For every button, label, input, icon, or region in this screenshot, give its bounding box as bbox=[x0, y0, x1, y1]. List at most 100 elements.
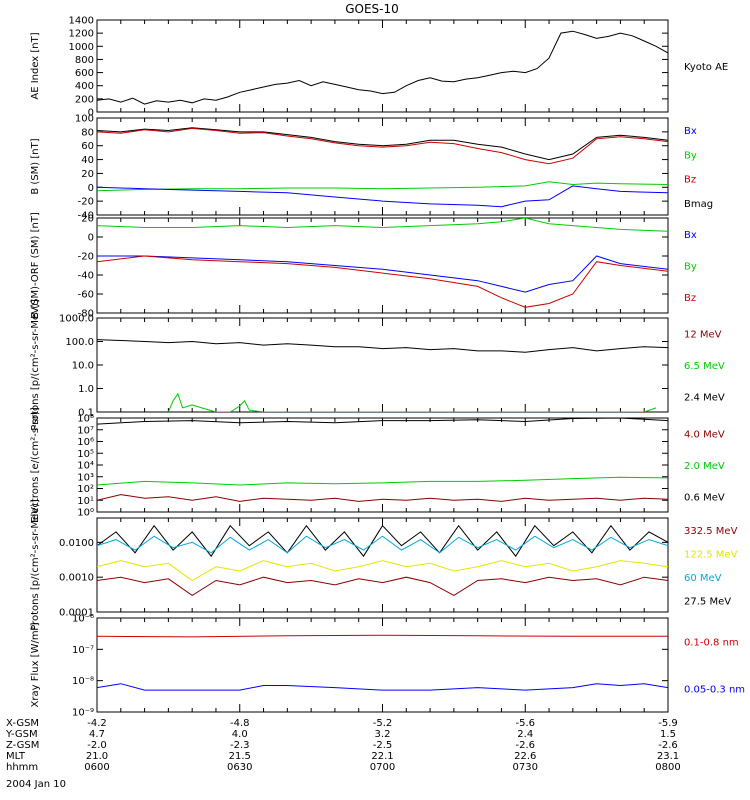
panel-frame bbox=[96, 617, 669, 713]
y-tick-label: 40 bbox=[81, 155, 94, 166]
bottom-row-value: 23.1 bbox=[657, 751, 679, 762]
bottom-row-value: -2.6 bbox=[658, 740, 678, 751]
y-tick-label: 0.0001 bbox=[59, 608, 94, 619]
legend-entry: 332.5 MeV bbox=[684, 526, 738, 537]
y-tick-label: 0 bbox=[88, 108, 94, 119]
panel-hprot: 0.0001 0.0010 0.0100 Protons [p/(cm²-s-sr-M… bbox=[30, 499, 738, 631]
y-tick-label: 400 bbox=[75, 81, 94, 92]
bottom-row-label: X-GSM bbox=[6, 718, 39, 729]
y-tick-label: 20 bbox=[81, 214, 94, 225]
y-tick-label: 0 bbox=[88, 183, 94, 194]
legend-entry: 60 MeV bbox=[684, 573, 722, 584]
panel-xray: 10⁻⁹ 10⁻⁸ 10⁻⁷ 10⁻⁶ Xray Flux [W/m²] 0.1-0.8 … bbox=[30, 614, 745, 719]
y-tick-label: 10⁻⁸ bbox=[72, 676, 94, 687]
date-label: 2004 Jan 10 bbox=[6, 779, 66, 790]
legend-entry: Bmag bbox=[684, 199, 713, 210]
y-tick-label: 10⁻⁷ bbox=[72, 645, 94, 656]
series-line-bx bbox=[97, 255, 668, 293]
y-tick-label: -80 bbox=[78, 309, 94, 320]
bottom-row-value: -5.6 bbox=[515, 718, 535, 729]
legend-entry: Kyoto AE bbox=[684, 62, 728, 73]
y-tick-label: 0 bbox=[88, 233, 94, 244]
series-line-27-5-mev bbox=[97, 524, 668, 558]
legend-entry: 2.4 MeV bbox=[684, 392, 725, 403]
y-axis-label: Protons [p/(cm²-s-sr-MeV)] bbox=[30, 499, 41, 631]
y-tick-label: 10⁷ bbox=[77, 425, 94, 436]
y-tick-label: 1000 bbox=[69, 42, 94, 53]
y-tick-label: -20 bbox=[78, 197, 94, 208]
y-tick-label: 10² bbox=[77, 484, 94, 495]
bottom-row-value: 2.4 bbox=[517, 729, 533, 740]
y-tick-label: 10⁵ bbox=[77, 449, 94, 460]
panel-frame bbox=[96, 517, 669, 613]
bottom-row-value: 0600 bbox=[84, 762, 109, 773]
bottom-row-label: Z-GSM bbox=[6, 740, 39, 751]
legend-entry: 12 MeV bbox=[684, 330, 722, 341]
y-tick-label: 80 bbox=[81, 127, 94, 138]
bottom-row-value: -5.2 bbox=[373, 718, 393, 729]
y-tick-label: 1400 bbox=[69, 16, 94, 27]
series-line-bz bbox=[97, 127, 668, 165]
y-tick-label: 10⁻⁶ bbox=[72, 614, 94, 625]
panel-prot: 0.1 1.0 10.0 100.0 1000.0 Protons [p/(cm²-s-s… bbox=[30, 299, 725, 431]
bottom-row-value: -2.0 bbox=[87, 740, 107, 751]
y-tick-label: 200 bbox=[75, 94, 94, 105]
y-axis-label: Xray Flux [W/m²] bbox=[30, 622, 41, 707]
series-line-122-5-mev bbox=[97, 560, 668, 582]
y-tick-label: 1200 bbox=[69, 29, 94, 40]
panel-frame bbox=[96, 217, 669, 314]
series-line-0-6-mev bbox=[97, 418, 668, 425]
legend-entry: 0.1-0.8 nm bbox=[684, 638, 739, 649]
legend-entry: 0.6 MeV bbox=[684, 492, 725, 503]
panel-bsm: -40 -20 0 20 40 60 80 100 B (SM) [nT] Bx By Bz Bmag bbox=[30, 114, 713, 222]
panel-frame bbox=[96, 117, 669, 216]
legend-entry: By bbox=[684, 150, 697, 161]
bottom-row-value: 21.5 bbox=[229, 751, 251, 762]
y-tick-label: 10⁴ bbox=[77, 461, 94, 472]
y-tick-label: -60 bbox=[78, 290, 94, 301]
series-line-by bbox=[97, 181, 668, 192]
series-line-bz bbox=[97, 255, 668, 308]
legend-entry: 27.5 MeV bbox=[684, 596, 731, 607]
bottom-row-label: MLT bbox=[6, 751, 26, 762]
series-line-2-4-mev bbox=[97, 339, 668, 353]
bottom-row-value: -2.5 bbox=[373, 740, 393, 751]
y-tick-label: 10⁰ bbox=[77, 508, 94, 519]
y-tick-label: -40 bbox=[78, 211, 94, 222]
y-tick-label: 60 bbox=[81, 141, 94, 152]
bottom-row-value: 22.6 bbox=[514, 751, 536, 762]
legend-entry: 6.5 MeV bbox=[684, 361, 725, 372]
bottom-row-label: hhmm bbox=[6, 762, 38, 773]
panel-frame bbox=[96, 417, 669, 513]
bottom-row-value: -2.6 bbox=[515, 740, 535, 751]
legend-entry: 0.05-0.3 nm bbox=[684, 685, 745, 696]
y-tick-label: 100 bbox=[75, 114, 94, 125]
panel-frame bbox=[96, 317, 669, 413]
bottom-row-label: Y-GSM bbox=[5, 729, 38, 740]
legend-entry: Bx bbox=[684, 126, 697, 137]
series-line-0-05-0-3-nm bbox=[97, 683, 668, 691]
y-tick-label: 10³ bbox=[77, 472, 94, 483]
y-tick-label: 600 bbox=[75, 68, 94, 79]
bottom-row-value: -4.8 bbox=[230, 718, 250, 729]
y-tick-label: 10⁻⁹ bbox=[72, 708, 94, 719]
y-tick-label: 0.1 bbox=[78, 408, 94, 419]
y-tick-label: 10⁸ bbox=[77, 414, 94, 425]
series-line-332-5-mev bbox=[97, 576, 668, 596]
y-tick-label: -40 bbox=[78, 271, 94, 282]
series-line-2-0-mev bbox=[97, 476, 668, 486]
y-tick-label: 0.0100 bbox=[59, 538, 94, 549]
series-line-kyoto-ae bbox=[97, 30, 668, 105]
y-tick-label: 10⁶ bbox=[77, 437, 94, 448]
bottom-row-value: 3.2 bbox=[375, 729, 391, 740]
y-tick-label: 10¹ bbox=[77, 496, 94, 507]
bottom-row-value: 4.0 bbox=[232, 729, 248, 740]
legend-entry: Bz bbox=[684, 175, 696, 186]
y-axis-label: B (SM)-ORF (SM) [nT] bbox=[30, 212, 41, 319]
figure-title: GOES-10 bbox=[345, 2, 399, 16]
series-line-60-mev bbox=[97, 535, 668, 554]
y-axis-label: Protons [p/(cm²-s-sr-MeV)] bbox=[30, 299, 41, 431]
series-line-0-1-0-8-nm bbox=[97, 634, 668, 638]
